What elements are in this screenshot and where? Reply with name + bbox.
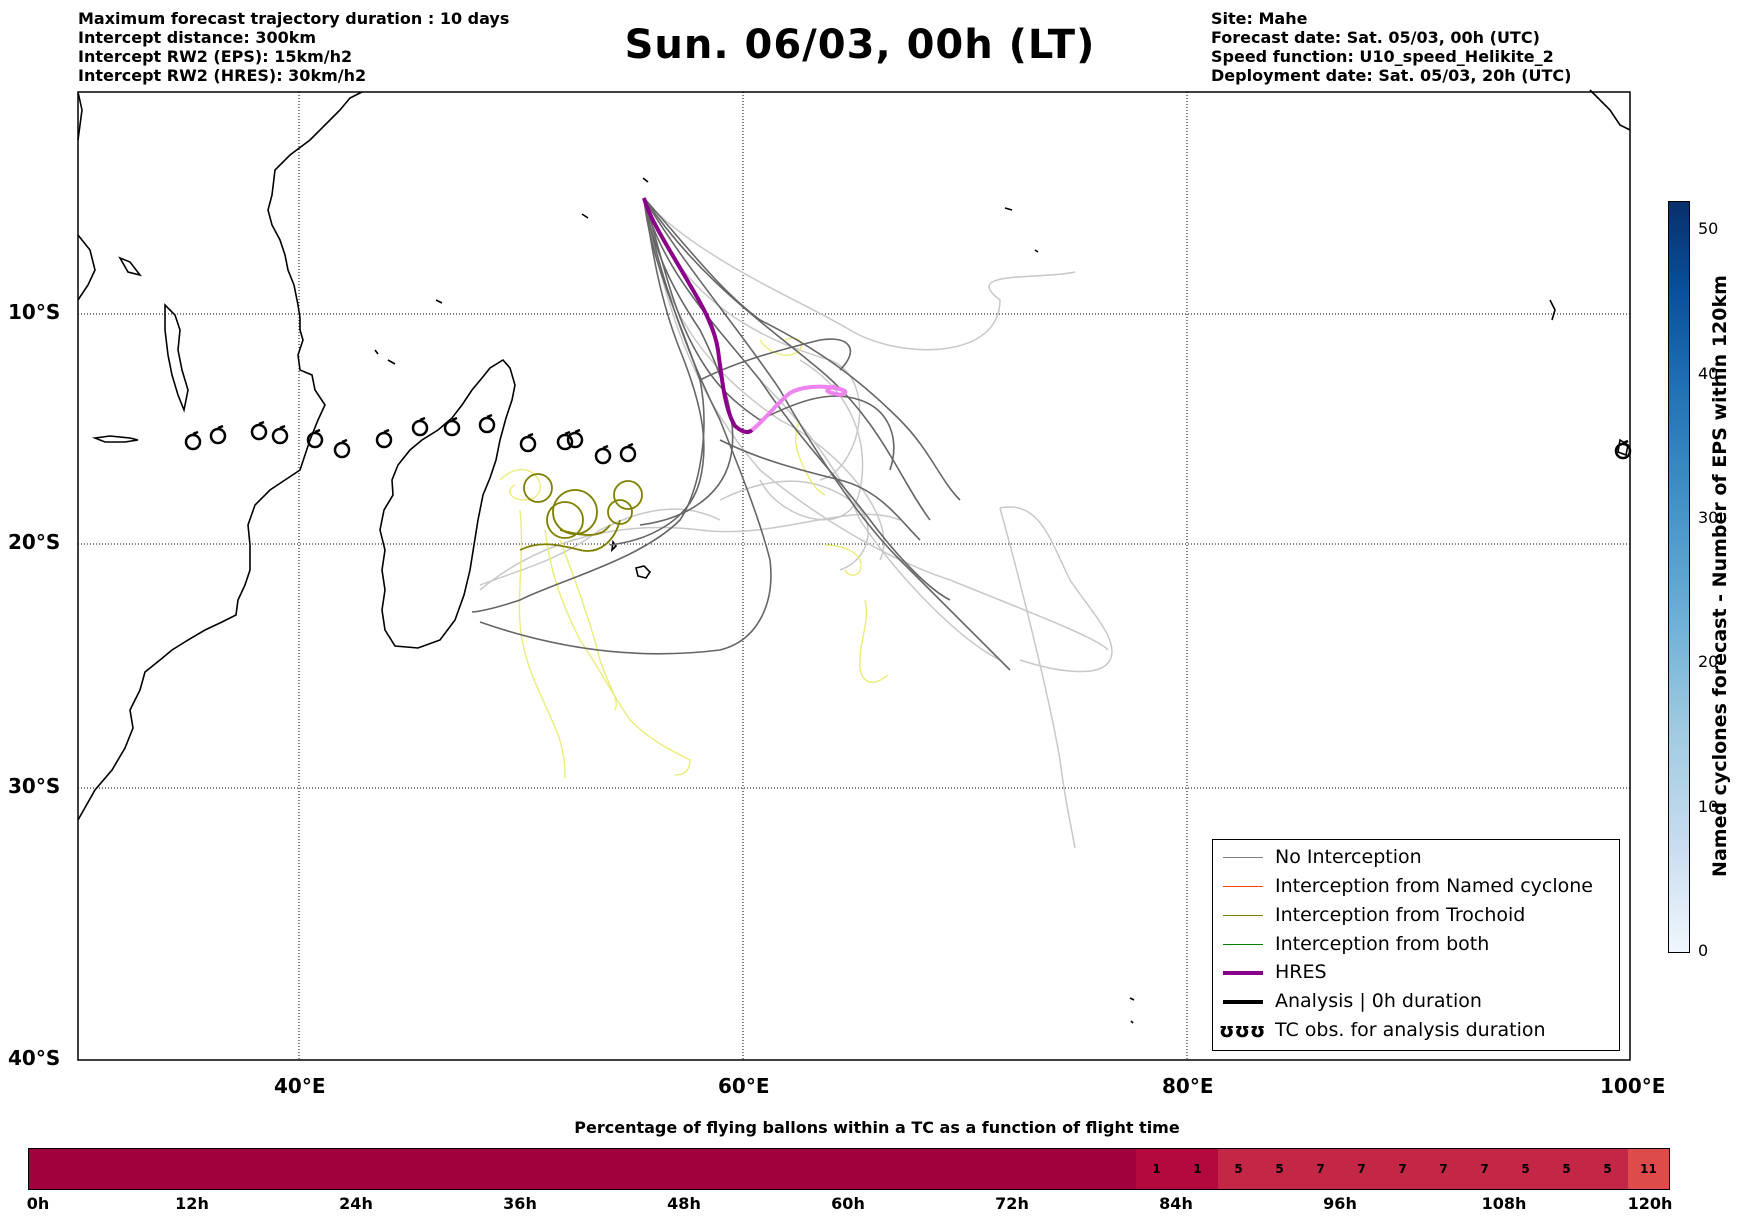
colorbar-tick: 10 [1698,797,1719,816]
flight-bar-cell: 7 [1300,1149,1341,1189]
legend-label: HRES [1275,961,1327,983]
lon-label: 60°E [718,1074,770,1098]
flight-bar-empty-segment [29,1149,1136,1189]
legend-swatch [1223,1000,1263,1004]
flight-bar-tick: 24h [339,1194,373,1213]
lat-label: 30°S [8,774,61,798]
legend-item-hres: HRES [1213,960,1619,986]
header-left-line: Intercept distance: 300km [78,28,317,47]
flight-bar-tick: 36h [503,1194,537,1213]
page-title: Sun. 06/03, 00h (LT) [624,22,1096,68]
lat-label: 20°S [8,530,61,554]
flight-bar-tick: 120h [1627,1194,1673,1213]
tc-obs-icon [184,430,202,451]
legend-label: Interception from both [1275,933,1490,955]
flight-bar-cell: 1 [1177,1149,1218,1189]
flight-bar-tick: 60h [831,1194,865,1213]
lat-label: 10°S [8,300,61,324]
hres-trajectory-late [750,384,848,432]
flight-bar-cell: 5 [1587,1149,1628,1189]
lat-label: 40°S [8,1046,61,1070]
legend-label: Interception from Trochoid [1275,904,1526,926]
tc-obs-icon [333,438,351,459]
flight-bar-tick: 108h [1481,1194,1527,1213]
legend-item-tc-obs: ʊʊʊ TC obs. for analysis duration [1213,1018,1619,1044]
flight-bar-cell: 5 [1505,1149,1546,1189]
legend-label: TC obs. for analysis duration [1275,1019,1546,1041]
flight-bar-title: Percentage of flying ballons within a TC… [574,1118,1180,1137]
tc-obs-icon [566,428,584,449]
flight-bar-cell: 7 [1464,1149,1505,1189]
colorbar-label: Named cyclones forecast - Number of EPS … [1709,275,1731,877]
header-right: Site: Mahe Forecast date: Sat. 05/03, 00… [1211,9,1571,85]
map-legend: No Interception Interception from Named … [1212,839,1620,1051]
header-left-line: Maximum forecast trajectory duration : 1… [78,9,510,28]
legend-item-named-cyclone: Interception from Named cyclone [1213,874,1619,900]
legend-label: No Interception [1275,846,1422,868]
colorbar-tick: 0 [1698,941,1709,960]
header-right-line: Site: Mahe [1211,9,1308,28]
colorbar [1668,201,1690,953]
flight-bar-cell: 11 [1628,1149,1669,1189]
tc-obs-icon [478,413,496,434]
trajectories-trochoid [519,473,643,552]
tc-obs-icon [1614,439,1632,460]
tc-obs-icon [619,442,637,463]
header-right-line: Deployment date: Sat. 05/03, 20h (UTC) [1211,66,1572,85]
header-right-line: Speed function: U10_speed_Helikite_2 [1211,47,1554,66]
hres-trajectory [642,197,754,435]
legend-label: Analysis | 0h duration [1275,990,1482,1012]
trajectories-no-interception [471,197,1011,671]
colorbar-tick: 40 [1698,364,1719,383]
tc-obs-icon [250,420,268,441]
flight-bar-cell: 1 [1136,1149,1177,1189]
flight-bar-tick: 0h [26,1194,50,1213]
flight-bar-cell: 7 [1341,1149,1382,1189]
flight-time-bar: 1 1 5 5 7 7 7 7 7 5 5 5 11 [28,1148,1670,1190]
colorbar-tick: 30 [1698,508,1719,527]
flight-bar-tick: 12h [175,1194,209,1213]
legend-label: Interception from Named cyclone [1275,875,1593,897]
tc-obs-icon [519,432,537,453]
tc-obs-icon: ʊʊʊ [1219,1018,1266,1042]
tc-obs-icon [411,416,429,437]
tc-obs-symbols [184,413,1632,465]
tc-obs-icon [594,444,612,465]
legend-swatch [1223,915,1263,916]
tc-obs-icon [306,428,324,449]
flight-bar-cell: 7 [1382,1149,1423,1189]
lon-label: 80°E [1162,1074,1214,1098]
flight-bar-cell: 5 [1546,1149,1587,1189]
legend-item-no-interception: No Interception [1213,845,1619,871]
header-left: Maximum forecast trajectory duration : 1… [78,9,509,85]
tc-obs-icon [556,430,574,451]
tc-obs-icon [209,424,227,445]
legend-item-both: Interception from both [1213,932,1619,958]
flight-bar-tick: 48h [667,1194,701,1213]
legend-swatch [1223,857,1263,858]
colorbar-tick: 50 [1698,219,1719,238]
legend-swatch [1223,886,1263,887]
flight-bar-tick: 96h [1323,1194,1357,1213]
flight-bar-tick: 84h [1159,1194,1193,1213]
legend-item-trochoid: Interception from Trochoid [1213,903,1619,929]
legend-swatch [1223,971,1263,975]
colorbar-tick: 20 [1698,652,1719,671]
flight-bar-cell: 5 [1259,1149,1300,1189]
coastlines [77,89,1631,1024]
flight-bar-tick: 72h [995,1194,1029,1213]
tc-obs-icon [375,428,393,449]
flight-bar-cell: 7 [1423,1149,1464,1189]
legend-swatch [1223,944,1263,945]
legend-item-analysis: Analysis | 0h duration [1213,989,1619,1015]
header-right-line: Forecast date: Sat. 05/03, 00h (UTC) [1211,28,1540,47]
tc-obs-icon [271,424,289,445]
lon-label: 40°E [274,1074,326,1098]
tc-obs-icon [443,416,461,437]
header-left-line: Intercept RW2 (EPS): 15km/h2 [78,47,353,66]
header-left-line: Intercept RW2 (HRES): 30km/h2 [78,66,367,85]
flight-bar-cell: 5 [1218,1149,1259,1189]
graticule [78,92,1630,1060]
lon-label: 100°E [1600,1074,1666,1098]
